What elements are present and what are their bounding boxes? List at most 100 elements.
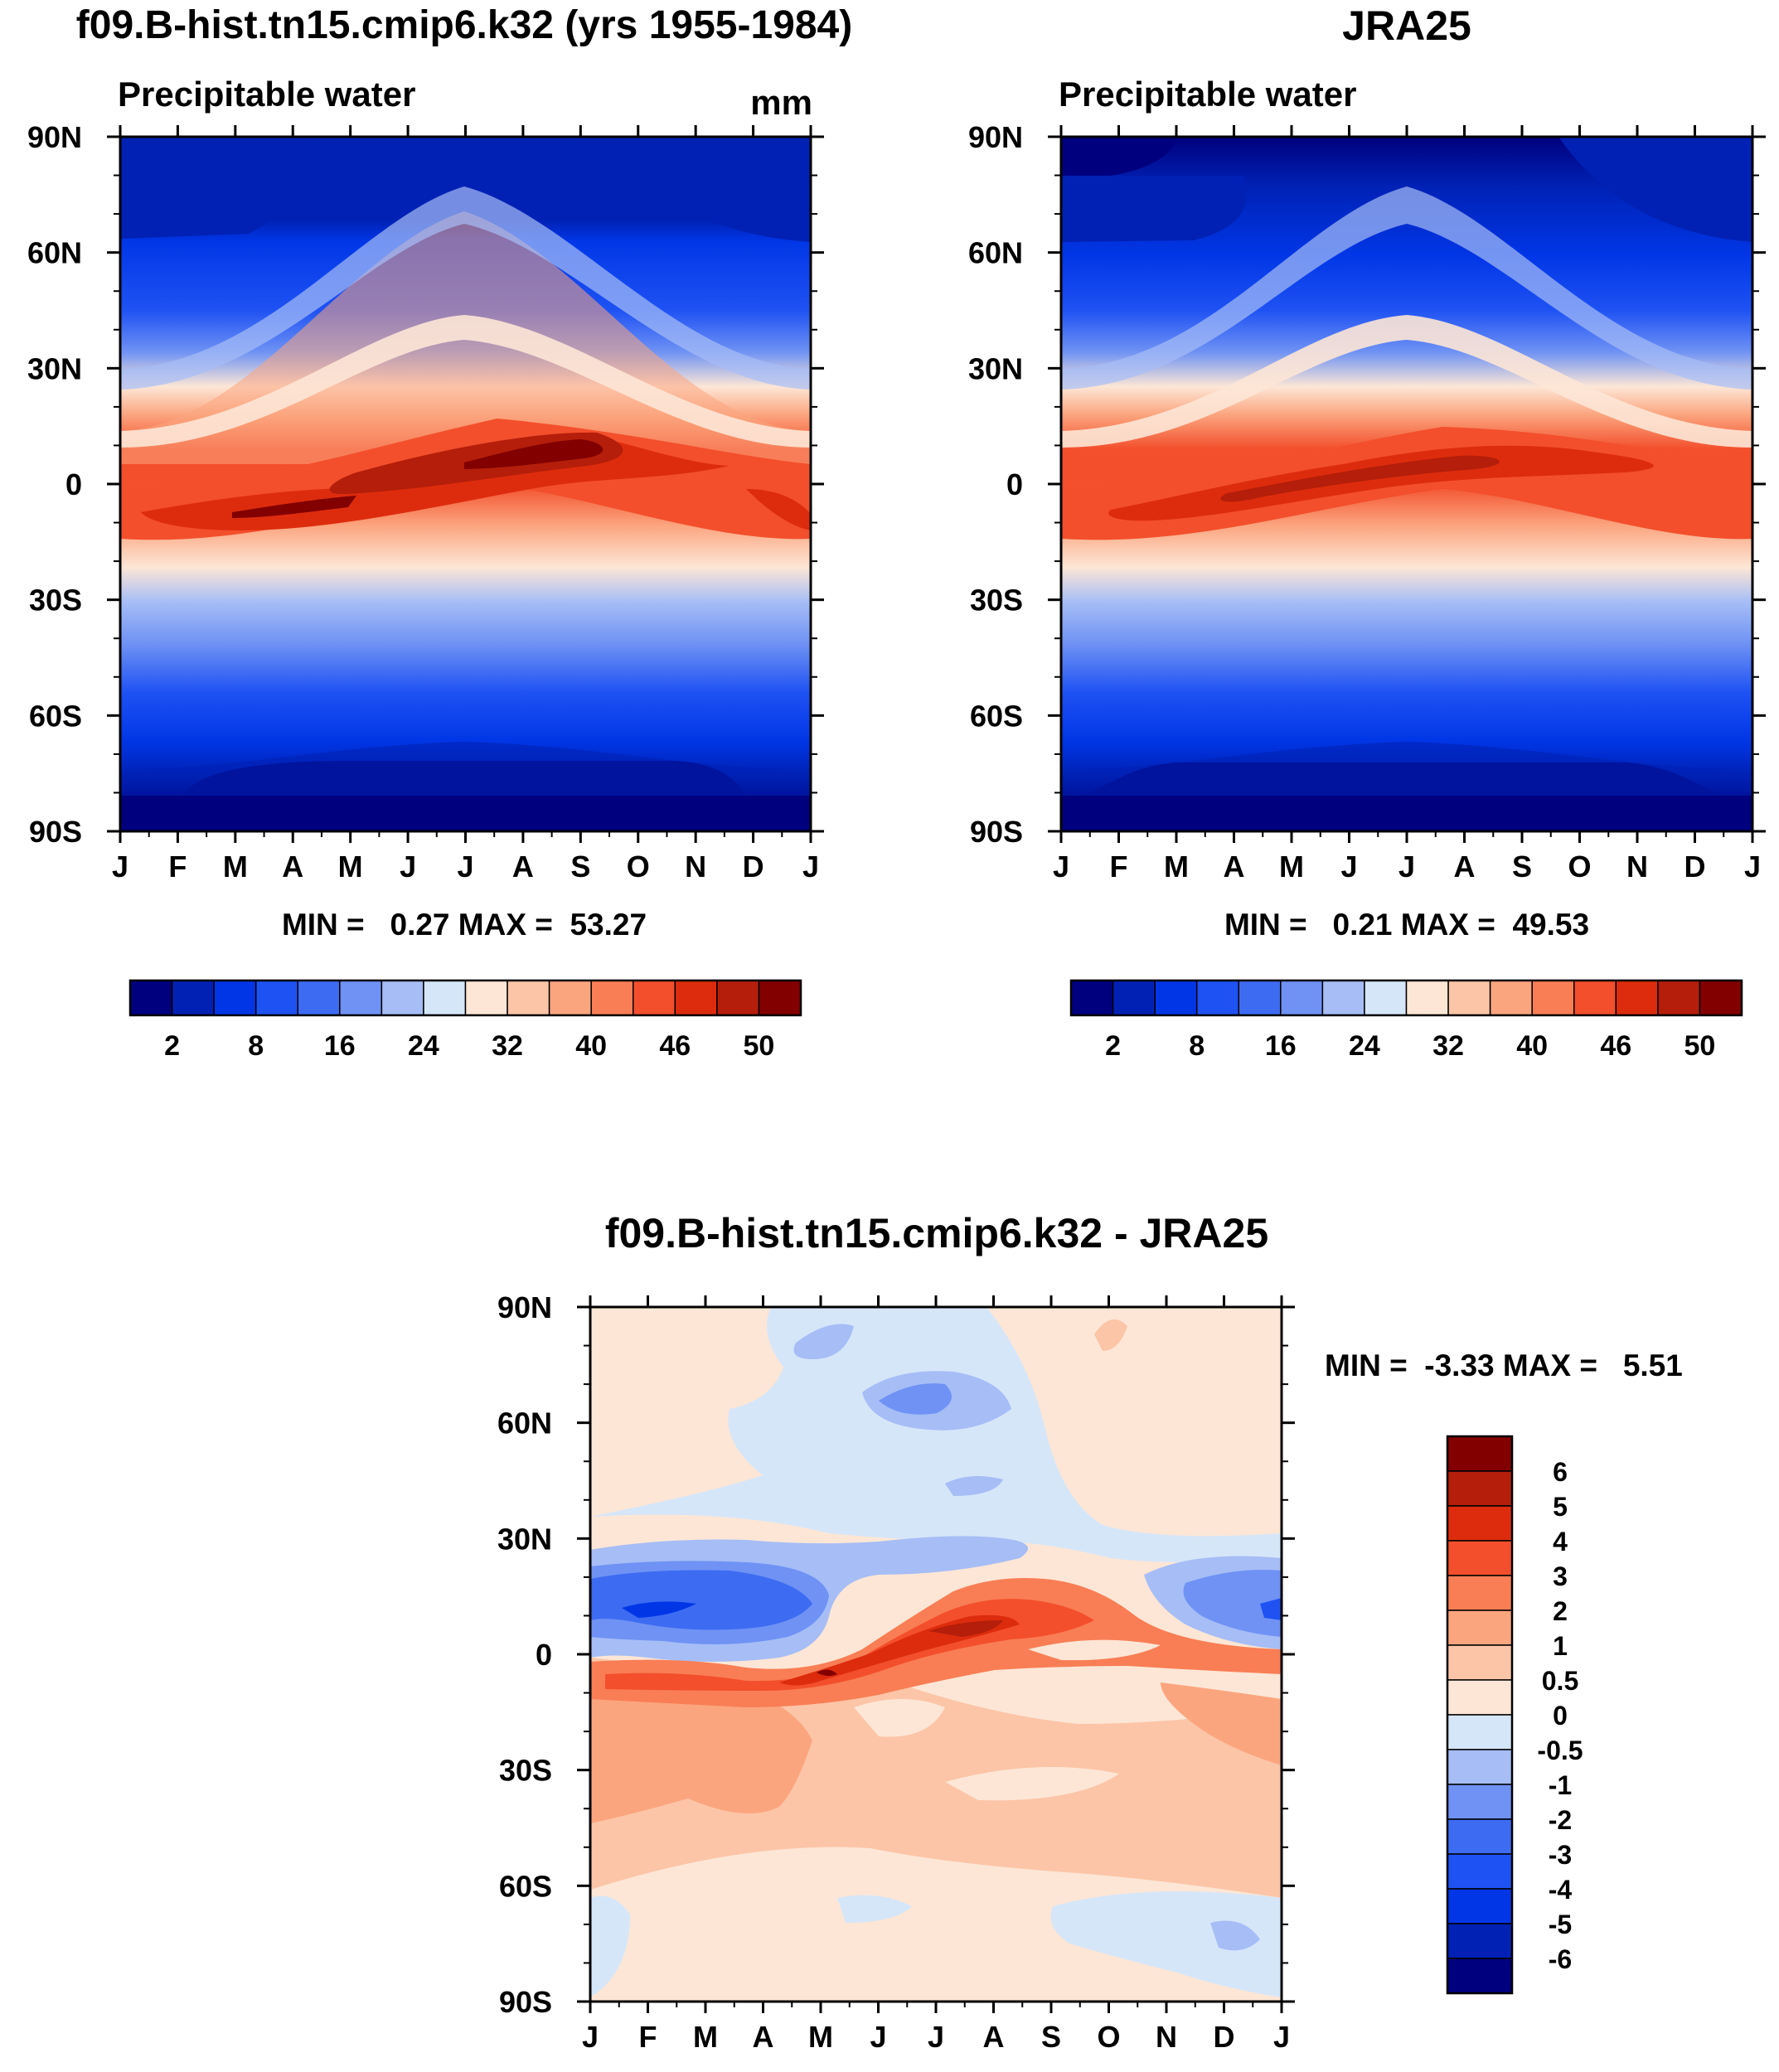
colorbar-swatch <box>1447 1505 1513 1542</box>
y-tick-label: 30S <box>29 583 82 617</box>
colorbar-swatch <box>633 980 676 1016</box>
colorbar-label: -5 <box>1549 1910 1572 1939</box>
y-tick-label: 30N <box>497 1522 552 1556</box>
colorbar-swatch <box>1364 980 1408 1016</box>
y-tick-label: 0 <box>1006 467 1023 501</box>
x-tick-label: N <box>1156 2020 1177 2054</box>
colorbar-swatch <box>254 980 298 1016</box>
y-tick-label: 90S <box>970 815 1023 849</box>
x-tick-label: M <box>223 850 248 884</box>
colorbar-swatch <box>1447 980 1491 1016</box>
colorbar-label: 16 <box>1265 1030 1297 1062</box>
x-tick-label: A <box>983 2020 1005 2054</box>
x-tick-label: A <box>1454 850 1476 884</box>
colorbar-swatch <box>1531 980 1575 1016</box>
panel-model-title: f09.B-hist.tn15.cmip6.k32 (yrs 1955-1984… <box>76 3 852 47</box>
x-tick-label: S <box>570 850 590 884</box>
colorbar-label: 8 <box>1189 1030 1205 1062</box>
colorbar-swatch <box>1489 980 1533 1016</box>
panel-difference: f09.B-hist.tn15.cmip6.k32 - JRA25 <box>497 1210 1683 2054</box>
colorbar-swatch <box>129 980 173 1016</box>
colorbar-label: 46 <box>659 1030 691 1062</box>
colorbar-swatch <box>1447 1575 1513 1611</box>
colorbar-swatch <box>1447 1853 1513 1890</box>
colorbar-swatch <box>1447 1435 1513 1472</box>
x-tick-label: D <box>743 850 764 884</box>
y-tick-label: 90N <box>27 120 82 154</box>
colorbar-swatch <box>674 980 718 1016</box>
x-tick-label: A <box>753 2020 774 2054</box>
colorbar-swatch <box>758 980 802 1016</box>
y-tick-label: 60S <box>29 699 82 733</box>
x-tick-label: O <box>627 850 650 884</box>
colorbar-label: 16 <box>324 1030 356 1062</box>
colorbar-swatch <box>171 980 215 1016</box>
panel-difference-field <box>590 1307 1282 2002</box>
colorbar-swatch <box>1238 980 1282 1016</box>
panel-reanalysis-stats: MIN = 0.21 MAX = 49.53 <box>1224 908 1589 942</box>
x-tick-label: O <box>1097 2020 1120 2054</box>
colorbar-swatch <box>716 980 760 1016</box>
y-tick-label: 30S <box>499 1754 552 1788</box>
colorbar-label: 2 <box>164 1030 180 1062</box>
colorbar-swatch <box>464 980 508 1016</box>
x-tick-label: J <box>112 850 128 884</box>
colorbar-label: 50 <box>1684 1030 1716 1062</box>
y-tick-label: 60N <box>27 236 82 270</box>
panel-model: f09.B-hist.tn15.cmip6.k32 (yrs 1955-1984… <box>27 3 852 1062</box>
colorbar-swatch <box>213 980 257 1016</box>
colorbar-swatch <box>1447 1470 1513 1507</box>
colorbar-label: 40 <box>1516 1030 1548 1062</box>
colorbar-frame <box>1446 1435 1514 1995</box>
colorbar-swatch <box>1447 1923 1513 1959</box>
panel-reanalysis-colorbar: 2 8 16 24 32 40 46 50 <box>1069 979 1743 1062</box>
colorbar-swatch <box>1447 1540 1513 1576</box>
y-tick-label: 60N <box>497 1406 552 1440</box>
colorbar-label: 32 <box>492 1030 523 1062</box>
colorbar-swatch <box>1615 980 1659 1016</box>
colorbar-swatch <box>1070 980 1114 1016</box>
y-tick-label: 90S <box>499 1985 552 2019</box>
y-tick-label: 90N <box>497 1290 552 1324</box>
colorbar-label: 6 <box>1553 1457 1568 1487</box>
panel-reanalysis-subtitle: Precipitable water <box>1059 75 1356 114</box>
colorbar-label: -0.5 <box>1537 1736 1583 1765</box>
colorbar-swatch <box>1112 980 1156 1016</box>
colorbar-swatch <box>1447 1644 1513 1681</box>
x-tick-label: J <box>582 2020 599 2054</box>
colorbar-swatch <box>1195 980 1239 1016</box>
panel-reanalysis-field <box>1061 137 1752 831</box>
y-tick-label: 90N <box>968 120 1023 154</box>
panel-model-field <box>120 137 811 831</box>
x-tick-label: J <box>1744 850 1761 884</box>
colorbar-label: -1 <box>1549 1770 1572 1800</box>
x-tick-label: D <box>1684 850 1706 884</box>
colorbar-label: 24 <box>408 1030 439 1062</box>
colorbar-swatch <box>1447 1958 1513 1994</box>
colorbar-swatch <box>381 980 424 1016</box>
x-tick-label: F <box>639 2020 657 2054</box>
colorbar-swatch <box>1447 1610 1513 1646</box>
colorbar-swatch <box>548 980 592 1016</box>
colorbar-label: 32 <box>1432 1030 1464 1062</box>
colorbar-swatch <box>1657 980 1701 1016</box>
x-tick-label: J <box>1340 850 1357 884</box>
colorbar-label: 2 <box>1553 1596 1568 1626</box>
x-tick-label: M <box>693 2020 718 2054</box>
panel-reanalysis: JRA25 Precipitable water J F M A M J J A S O N D J90… <box>968 2 1766 1062</box>
colorbar-label: 24 <box>1349 1030 1380 1062</box>
x-tick-label: J <box>1273 2020 1290 2054</box>
colorbar-swatch <box>1699 980 1743 1016</box>
colorbar-label: 40 <box>575 1030 607 1062</box>
x-tick-label: J <box>870 2020 886 2054</box>
x-tick-label: N <box>685 850 706 884</box>
x-tick-label: S <box>1512 850 1532 884</box>
colorbar-swatch <box>423 980 467 1016</box>
colorbar-swatch <box>1447 1679 1513 1716</box>
panel-model-units: mm <box>750 83 812 122</box>
x-tick-label: J <box>1398 850 1415 884</box>
y-tick-label: 90S <box>29 815 82 849</box>
